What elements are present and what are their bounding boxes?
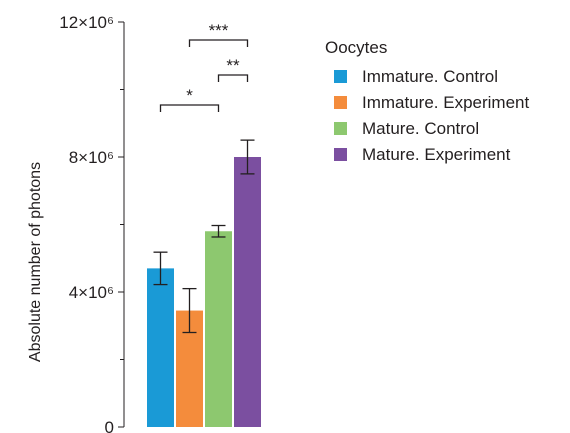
bar bbox=[205, 231, 232, 427]
legend-title: Oocytes bbox=[325, 38, 387, 57]
y-axis-title: Absolute number of photons bbox=[27, 162, 44, 362]
bar bbox=[234, 157, 261, 427]
legend-label: Immature. Control bbox=[362, 67, 498, 86]
significance-bracket bbox=[188, 39, 249, 47]
legend-label: Immature. Experiment bbox=[362, 93, 529, 112]
legend-swatch bbox=[334, 122, 347, 135]
legend-swatch bbox=[334, 70, 347, 83]
legend: Oocytes Immature. Control Immature. Exper… bbox=[325, 38, 529, 164]
significance-brackets: ****** bbox=[159, 21, 249, 112]
y-tick-label: 12×10⁶ bbox=[59, 13, 114, 32]
y-tick-label: 4×10⁶ bbox=[69, 283, 114, 302]
y-tick-label: 0 bbox=[105, 418, 114, 433]
y-axis: 0 4×10⁶ 8×10⁶ 12×10⁶ bbox=[59, 13, 125, 433]
significance-label: ** bbox=[226, 56, 240, 75]
bars bbox=[147, 139, 261, 427]
legend-label: Mature. Control bbox=[362, 119, 479, 138]
bar bbox=[147, 268, 174, 427]
significance-bracket bbox=[159, 104, 220, 112]
y-tick-label: 8×10⁶ bbox=[69, 148, 114, 167]
legend-label: Mature. Experiment bbox=[362, 145, 511, 164]
significance-label: *** bbox=[209, 21, 229, 40]
legend-swatch bbox=[334, 148, 347, 161]
significance-label: * bbox=[186, 86, 193, 105]
significance-bracket bbox=[217, 74, 249, 82]
legend-swatch bbox=[334, 96, 347, 109]
